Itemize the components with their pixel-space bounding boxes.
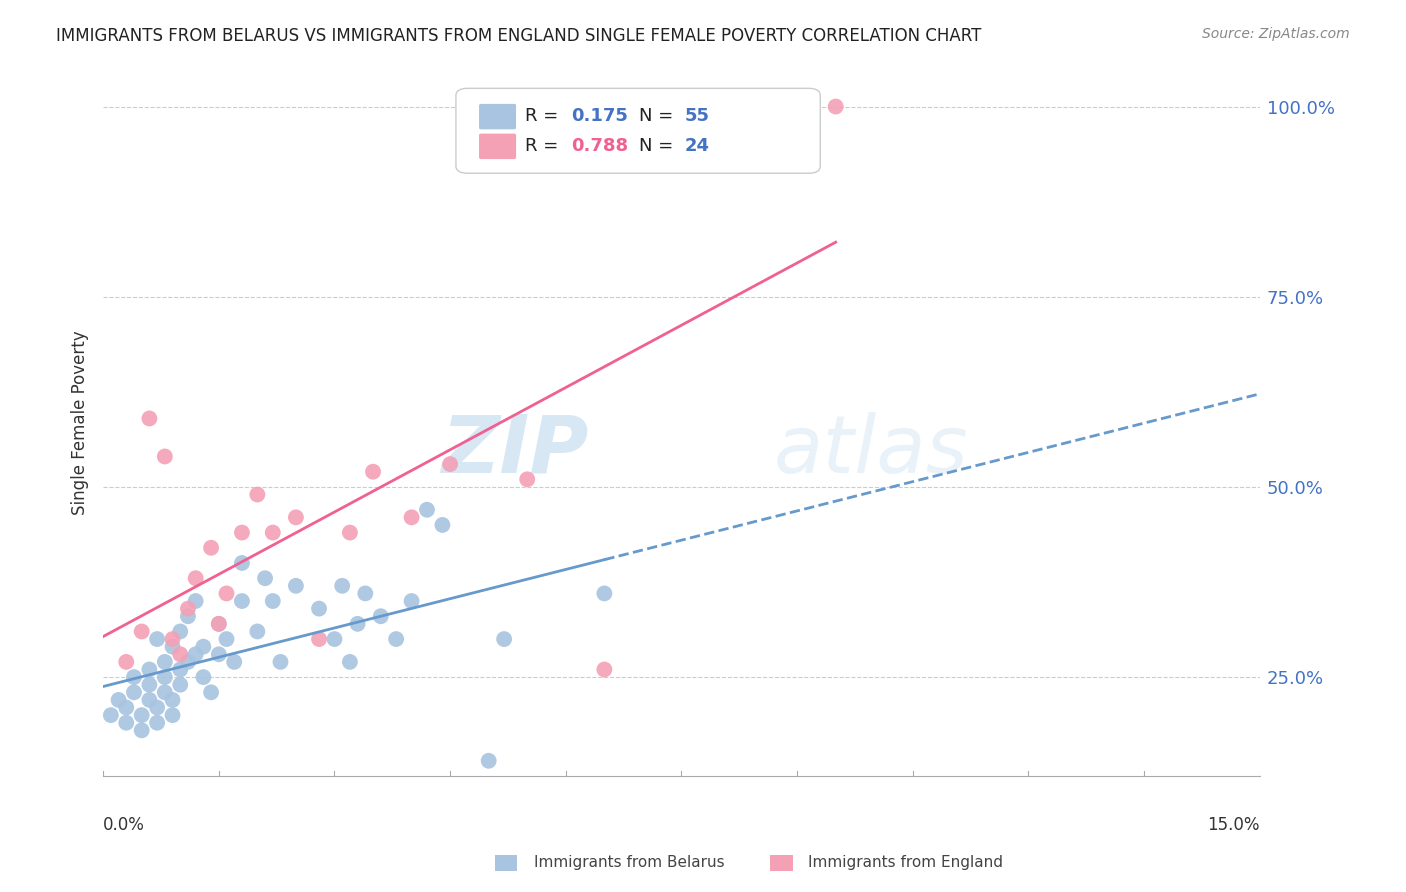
Point [254,571,277,585]
Point [516,472,538,486]
Point [131,723,153,738]
Point [246,624,269,639]
Point [478,754,501,768]
Point [115,700,138,714]
Point [262,525,284,540]
Point [308,601,330,615]
Point [169,624,191,639]
Point [169,647,191,661]
Point [200,541,222,555]
Point [824,99,846,113]
Point [308,632,330,646]
Point [169,663,191,677]
Text: 0.788: 0.788 [572,136,628,154]
Point [346,616,368,631]
Text: IMMIGRANTS FROM BELARUS VS IMMIGRANTS FROM ENGLAND SINGLE FEMALE POVERTY CORRELA: IMMIGRANTS FROM BELARUS VS IMMIGRANTS FR… [56,27,981,45]
Point [153,450,176,464]
Point [184,647,207,661]
Point [284,510,307,524]
Point [231,525,253,540]
Point [269,655,291,669]
Point [361,465,384,479]
Point [162,708,184,723]
Point [122,670,145,684]
Point [330,579,353,593]
Point [416,502,439,516]
Text: R =: R = [526,136,564,154]
Text: 0.0%: 0.0% [103,815,145,833]
Point [370,609,392,624]
Point [208,647,231,661]
Point [138,678,160,692]
Point [339,655,361,669]
FancyBboxPatch shape [456,88,820,173]
Point [138,411,160,425]
Point [709,122,731,136]
Text: Immigrants from Belarus: Immigrants from Belarus [534,855,725,870]
Point [339,525,361,540]
Point [100,708,122,723]
Point [184,571,207,585]
FancyBboxPatch shape [479,103,516,129]
Text: N =: N = [638,107,679,125]
Point [115,715,138,730]
Point [153,655,176,669]
Text: R =: R = [526,107,564,125]
Point [162,640,184,654]
Point [401,594,423,608]
Point [224,655,246,669]
Point [184,594,207,608]
Point [177,601,200,615]
Point [115,655,138,669]
Point [401,510,423,524]
Point [200,685,222,699]
Text: 55: 55 [685,107,710,125]
Point [138,663,160,677]
Point [177,609,200,624]
Point [215,586,238,600]
Point [153,670,176,684]
Text: atlas: atlas [775,411,969,490]
Point [246,487,269,501]
Point [494,632,516,646]
Point [138,693,160,707]
Text: 15.0%: 15.0% [1208,815,1260,833]
Point [146,700,169,714]
Point [146,715,169,730]
Y-axis label: Single Female Poverty: Single Female Poverty [72,330,89,515]
Point [208,616,231,631]
Point [193,670,215,684]
Point [231,556,253,570]
Point [593,663,616,677]
Point [122,685,145,699]
Point [162,632,184,646]
Point [432,518,454,533]
Point [177,655,200,669]
Point [215,632,238,646]
Text: Source: ZipAtlas.com: Source: ZipAtlas.com [1202,27,1350,41]
Point [284,579,307,593]
Point [231,594,253,608]
Point [323,632,346,646]
Text: ZIP: ZIP [441,411,589,490]
Point [439,457,461,471]
Point [131,624,153,639]
Point [162,693,184,707]
Point [593,586,616,600]
Point [107,693,129,707]
Point [153,685,176,699]
Text: 0.175: 0.175 [572,107,628,125]
Point [131,708,153,723]
Point [208,616,231,631]
Text: Immigrants from England: Immigrants from England [808,855,1004,870]
Text: N =: N = [638,136,679,154]
Point [169,678,191,692]
Point [262,594,284,608]
FancyBboxPatch shape [479,134,516,159]
Text: 24: 24 [685,136,710,154]
Point [354,586,377,600]
Point [385,632,408,646]
Point [146,632,169,646]
Point [193,640,215,654]
